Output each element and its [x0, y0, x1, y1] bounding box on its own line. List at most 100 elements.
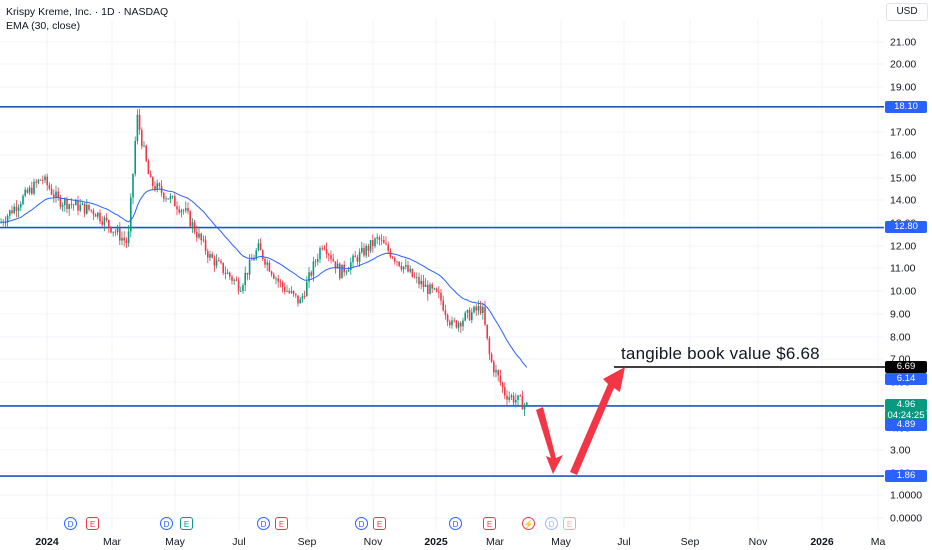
candle-body [110, 226, 112, 233]
time-tick-label: May [165, 536, 186, 548]
candle-body [290, 291, 293, 293]
dividend-marker-icon[interactable]: D [355, 517, 368, 530]
candle-body [6, 215, 9, 223]
price-tag: 4.89 [885, 419, 927, 431]
currency-button[interactable]: USD [886, 3, 928, 21]
earnings-marker-icon[interactable]: E [483, 517, 496, 530]
dividend-marker-icon[interactable]: D [160, 517, 173, 530]
dividend-marker-icon[interactable]: D [64, 517, 77, 530]
candle-body [242, 285, 244, 291]
candle-body [354, 255, 356, 258]
candle-body [501, 382, 504, 388]
candle-body [471, 312, 473, 321]
candle-body [473, 306, 475, 313]
candle-body [59, 197, 62, 207]
candle-body [288, 291, 290, 293]
price-tick-label: 20.00 [890, 59, 916, 71]
time-tick-label: May [551, 536, 572, 548]
candle-body [374, 238, 376, 247]
earnings-marker-icon[interactable]: E [86, 517, 99, 530]
split-marker-icon[interactable]: ⚡ [522, 517, 535, 530]
earnings-marker-icon[interactable]: E [275, 517, 288, 530]
time-tick-label: 2024 [35, 536, 59, 548]
time-tick-label: 2025 [424, 536, 448, 548]
candle-body [508, 397, 510, 400]
candle-body [308, 272, 310, 282]
price-tick-label: 19.00 [890, 82, 916, 94]
candle-body [369, 240, 372, 251]
time-tick-label: Sep [298, 536, 317, 548]
candle-body [33, 181, 35, 194]
candle-body [213, 257, 216, 266]
candle-body [303, 296, 306, 297]
dividend-marker-icon[interactable]: D [449, 517, 462, 530]
candle-body [490, 354, 493, 362]
candle-body [429, 284, 431, 295]
candle-body [328, 254, 330, 256]
price-tick-label: 3.00 [890, 445, 911, 457]
down-arrow [536, 407, 563, 474]
candle-body [424, 284, 427, 287]
time-tick-label: Nov [364, 536, 383, 548]
candle-body [0, 222, 2, 223]
candle-body [440, 292, 442, 301]
indicator-label[interactable]: EMA (30, close) [6, 20, 81, 32]
candle-body [495, 370, 497, 373]
horizontal-levels [0, 106, 884, 477]
candle-body [244, 272, 246, 286]
candle-body [466, 310, 469, 313]
candle-body [394, 258, 396, 262]
price-tag: 1.86 [885, 470, 927, 482]
dividend-upcoming-marker-icon[interactable]: D [545, 517, 558, 530]
time-tick-label: Mar [103, 536, 122, 548]
candle-body [515, 399, 517, 403]
up-arrow [570, 367, 625, 475]
candle-body [453, 320, 455, 322]
candle-body [55, 191, 57, 198]
chart-legend: Krispy Kreme, Inc. · 1D · NASDAQ EMA (30… [6, 5, 168, 33]
candle-body [330, 255, 332, 260]
candle-body [24, 189, 26, 196]
candle-body [268, 262, 271, 272]
projection-arrows [536, 367, 625, 475]
candle-body [105, 217, 108, 221]
dividend-marker-icon[interactable]: D [257, 517, 270, 530]
candle-body [88, 204, 90, 210]
tangible-book-value-annotation[interactable]: tangible book value $6.68 [621, 344, 820, 363]
candle-body [449, 321, 451, 326]
candle-body [420, 280, 422, 285]
candle-body [312, 261, 315, 276]
time-tick-label: Sep [681, 536, 700, 548]
earnings-upcoming-marker-icon[interactable]: E [563, 517, 576, 530]
price-tag: 6.14 [885, 373, 927, 385]
candle-body [226, 272, 229, 274]
candle-body [130, 197, 132, 232]
candle-body [90, 209, 92, 211]
candle-body [259, 243, 262, 251]
candle-body [306, 281, 308, 297]
candle-body [314, 261, 317, 263]
candle-body [61, 205, 64, 207]
candle-body [365, 246, 367, 256]
candle-body [411, 268, 414, 277]
candle-body [396, 261, 398, 263]
candle-body [240, 290, 242, 292]
candle-body [482, 306, 484, 314]
candle-body [405, 265, 407, 267]
candle-body [418, 277, 420, 285]
candle-body [9, 210, 11, 216]
candle-body [255, 250, 257, 259]
candle-body [156, 183, 158, 190]
earnings-marker-icon[interactable]: E [373, 517, 386, 530]
candle-body [13, 206, 15, 214]
candle-body [281, 282, 284, 287]
earnings-beat-marker-icon[interactable]: E [180, 517, 193, 530]
candle-body [325, 249, 328, 255]
symbol-title[interactable]: Krispy Kreme, Inc. · 1D · NASDAQ [6, 6, 169, 18]
candle-body [64, 199, 66, 206]
candle-body [361, 247, 363, 253]
candle-body [347, 269, 350, 272]
candle-body [475, 306, 477, 311]
candle-body [35, 181, 37, 183]
